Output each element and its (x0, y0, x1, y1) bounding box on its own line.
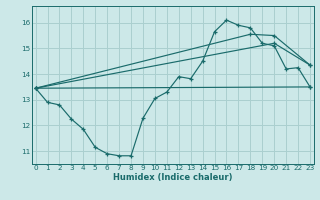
X-axis label: Humidex (Indice chaleur): Humidex (Indice chaleur) (113, 173, 233, 182)
